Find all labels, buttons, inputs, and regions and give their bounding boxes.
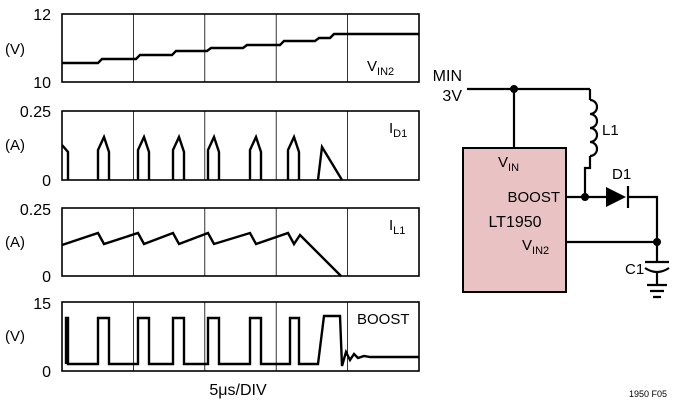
boost-trace <box>64 314 419 367</box>
vin2-trace-label: VIN2 <box>367 58 394 78</box>
vin2-y-bottom-label: 10 <box>33 75 51 92</box>
source-label-line2: 3V <box>442 88 462 105</box>
il1-unit-label: (A) <box>5 234 25 251</box>
figure-id-label: 1950 F05 <box>629 389 667 399</box>
pin-boost-label: BOOST <box>507 189 560 206</box>
lt1950-ic <box>462 147 567 293</box>
boost-y-bottom-label: 0 <box>42 364 51 381</box>
pin-vin2-label: VIN2 <box>522 237 549 257</box>
vin2-unit-label: (V) <box>5 41 25 58</box>
ground-icon <box>647 283 667 299</box>
il1-trace-label: IL1 <box>389 217 405 237</box>
boost-unit-label: (V) <box>5 328 25 345</box>
panel-boost: 15 (V) 0 BOOST <box>5 296 420 381</box>
inductor-label: L1 <box>602 122 619 139</box>
schematic: MIN 3V L1 VIN BOOST LT1950 VIN2 D1 C1 <box>433 68 670 299</box>
vin2-y-top-label: 12 <box>33 7 51 24</box>
id1-unit-label: (A) <box>5 137 25 154</box>
inductor-lead-bottom <box>583 156 592 197</box>
diode-output-wire <box>628 195 659 242</box>
il1-trace <box>61 231 342 277</box>
il1-y-top-label: 0.25 <box>20 202 51 219</box>
source-label-line1: MIN <box>433 68 462 85</box>
vin2-trace <box>62 32 419 65</box>
x-axis-label: 5μs/DIV <box>209 382 267 399</box>
ic-name-label: LT1950 <box>488 214 541 231</box>
panel-il1-frame <box>61 207 420 277</box>
id1-trace-label: ID1 <box>389 120 407 140</box>
panel-id1: 0.25 (A) 0 ID1 <box>5 104 420 190</box>
panel-id1-frame <box>61 110 420 181</box>
diode-label: D1 <box>612 166 631 183</box>
boost-y-top-label: 15 <box>33 296 51 313</box>
id1-trace <box>61 133 344 181</box>
boost-trace-label: BOOST <box>357 311 410 328</box>
capacitor-plate-bottom <box>644 267 670 274</box>
il1-y-bottom-label: 0 <box>42 269 51 286</box>
pin-vin-label: VIN <box>498 154 519 174</box>
diode-symbol <box>606 187 626 207</box>
id1-y-top-label: 0.25 <box>20 104 51 121</box>
panel-il1: 0.25 (A) 0 IL1 <box>5 202 420 286</box>
boost-node <box>581 193 589 201</box>
inductor-symbol <box>589 98 599 158</box>
id1-y-bottom-label: 0 <box>42 173 51 190</box>
panel-vin2: 12 (V) 10 VIN2 <box>5 7 420 92</box>
panel-boost-frame <box>61 301 420 372</box>
capacitor-label: C1 <box>625 261 644 278</box>
